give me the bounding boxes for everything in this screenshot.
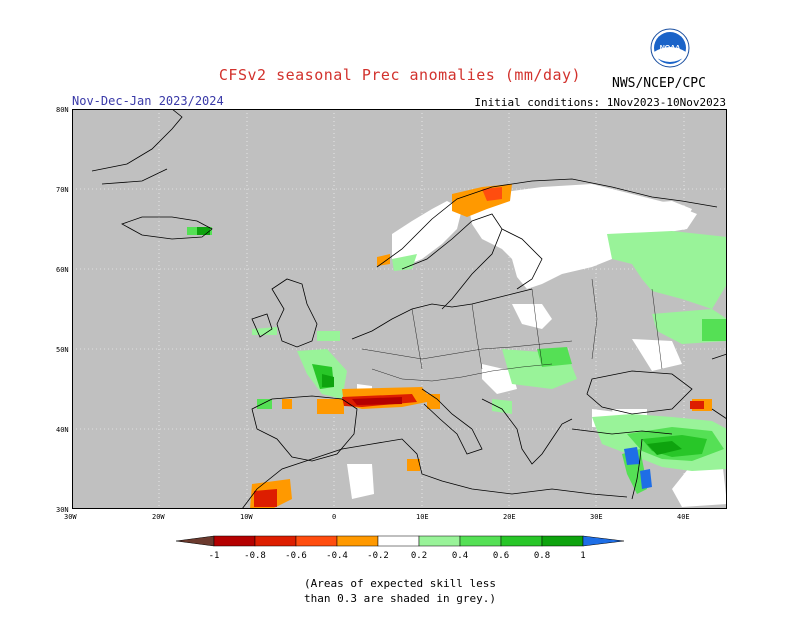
- color-legend: -1 -0.8 -0.6 -0.4 -0.2 0.2 0.4 0.6 0.8 1: [175, 535, 625, 561]
- legend-arrow-left: [175, 535, 215, 547]
- lon-label-0: 0: [332, 513, 337, 521]
- lon-label-30e: 30E: [590, 513, 603, 521]
- legend-swatch-9: [541, 535, 584, 547]
- legend-swatch-8: [500, 535, 543, 547]
- map-frame: [72, 109, 727, 509]
- legend-label-5: -0.2: [367, 551, 389, 561]
- skill-note-line-1: (Areas of expected skill less: [303, 577, 497, 590]
- lon-label-40e: 40E: [677, 513, 690, 521]
- legend-swatch-5: [377, 535, 420, 547]
- legend-label-3: -0.6: [285, 551, 307, 561]
- legend-label-6: 0.2: [411, 551, 427, 561]
- legend-swatch-7: [459, 535, 502, 547]
- legend-arrow-right: [582, 535, 625, 547]
- legend-label-8: 0.6: [493, 551, 509, 561]
- map-svg: [72, 108, 728, 510]
- lat-label-70n: 70N: [56, 186, 69, 194]
- logo-text: NOAA: [660, 45, 681, 52]
- legend-label-9: 0.8: [534, 551, 550, 561]
- skill-note: (Areas of expected skill less than 0.3 a…: [0, 576, 800, 606]
- lon-label-30w: 30W: [64, 513, 77, 521]
- legend-label-10: 1: [580, 551, 585, 561]
- organization-label: NWS/NCEP/CPC: [612, 76, 706, 91]
- initial-conditions: Initial conditions: 1Nov2023-10Nov2023: [474, 96, 726, 109]
- map-title: CFSv2 seasonal Prec anomalies (mm/day): [218, 66, 582, 84]
- forecast-period: Nov-Dec-Jan 2023/2024: [72, 94, 224, 108]
- legend-label-7: 0.4: [452, 551, 468, 561]
- noaa-logo: NOAA: [650, 28, 690, 68]
- legend-swatch-4: [336, 535, 379, 547]
- legend-swatch-1: [213, 535, 256, 547]
- legend-label-4: -0.4: [326, 551, 348, 561]
- lat-label-40n: 40N: [56, 426, 69, 434]
- lat-label-30n: 30N: [56, 506, 69, 514]
- graticule: [72, 109, 727, 509]
- lon-label-20w: 20W: [152, 513, 165, 521]
- lat-label-80n: 80N: [56, 106, 69, 114]
- coastlines: [91, 108, 728, 510]
- lat-label-50n: 50N: [56, 346, 69, 354]
- legend-label-1: -1: [209, 551, 220, 561]
- lon-label-20e: 20E: [503, 513, 516, 521]
- borders: [361, 278, 663, 382]
- positive-anomalies: [187, 227, 727, 494]
- lon-label-10w: 10W: [240, 513, 253, 521]
- lat-label-60n: 60N: [56, 266, 69, 274]
- legend-label-2: -0.8: [244, 551, 266, 561]
- legend-swatch-2: [254, 535, 297, 547]
- lon-label-10e: 10E: [416, 513, 429, 521]
- skill-note-line-2: than 0.3 are shaded in grey.): [303, 592, 497, 605]
- legend-swatch-3: [295, 535, 338, 547]
- legend-swatch-6: [418, 535, 461, 547]
- anomaly-map: [72, 108, 728, 510]
